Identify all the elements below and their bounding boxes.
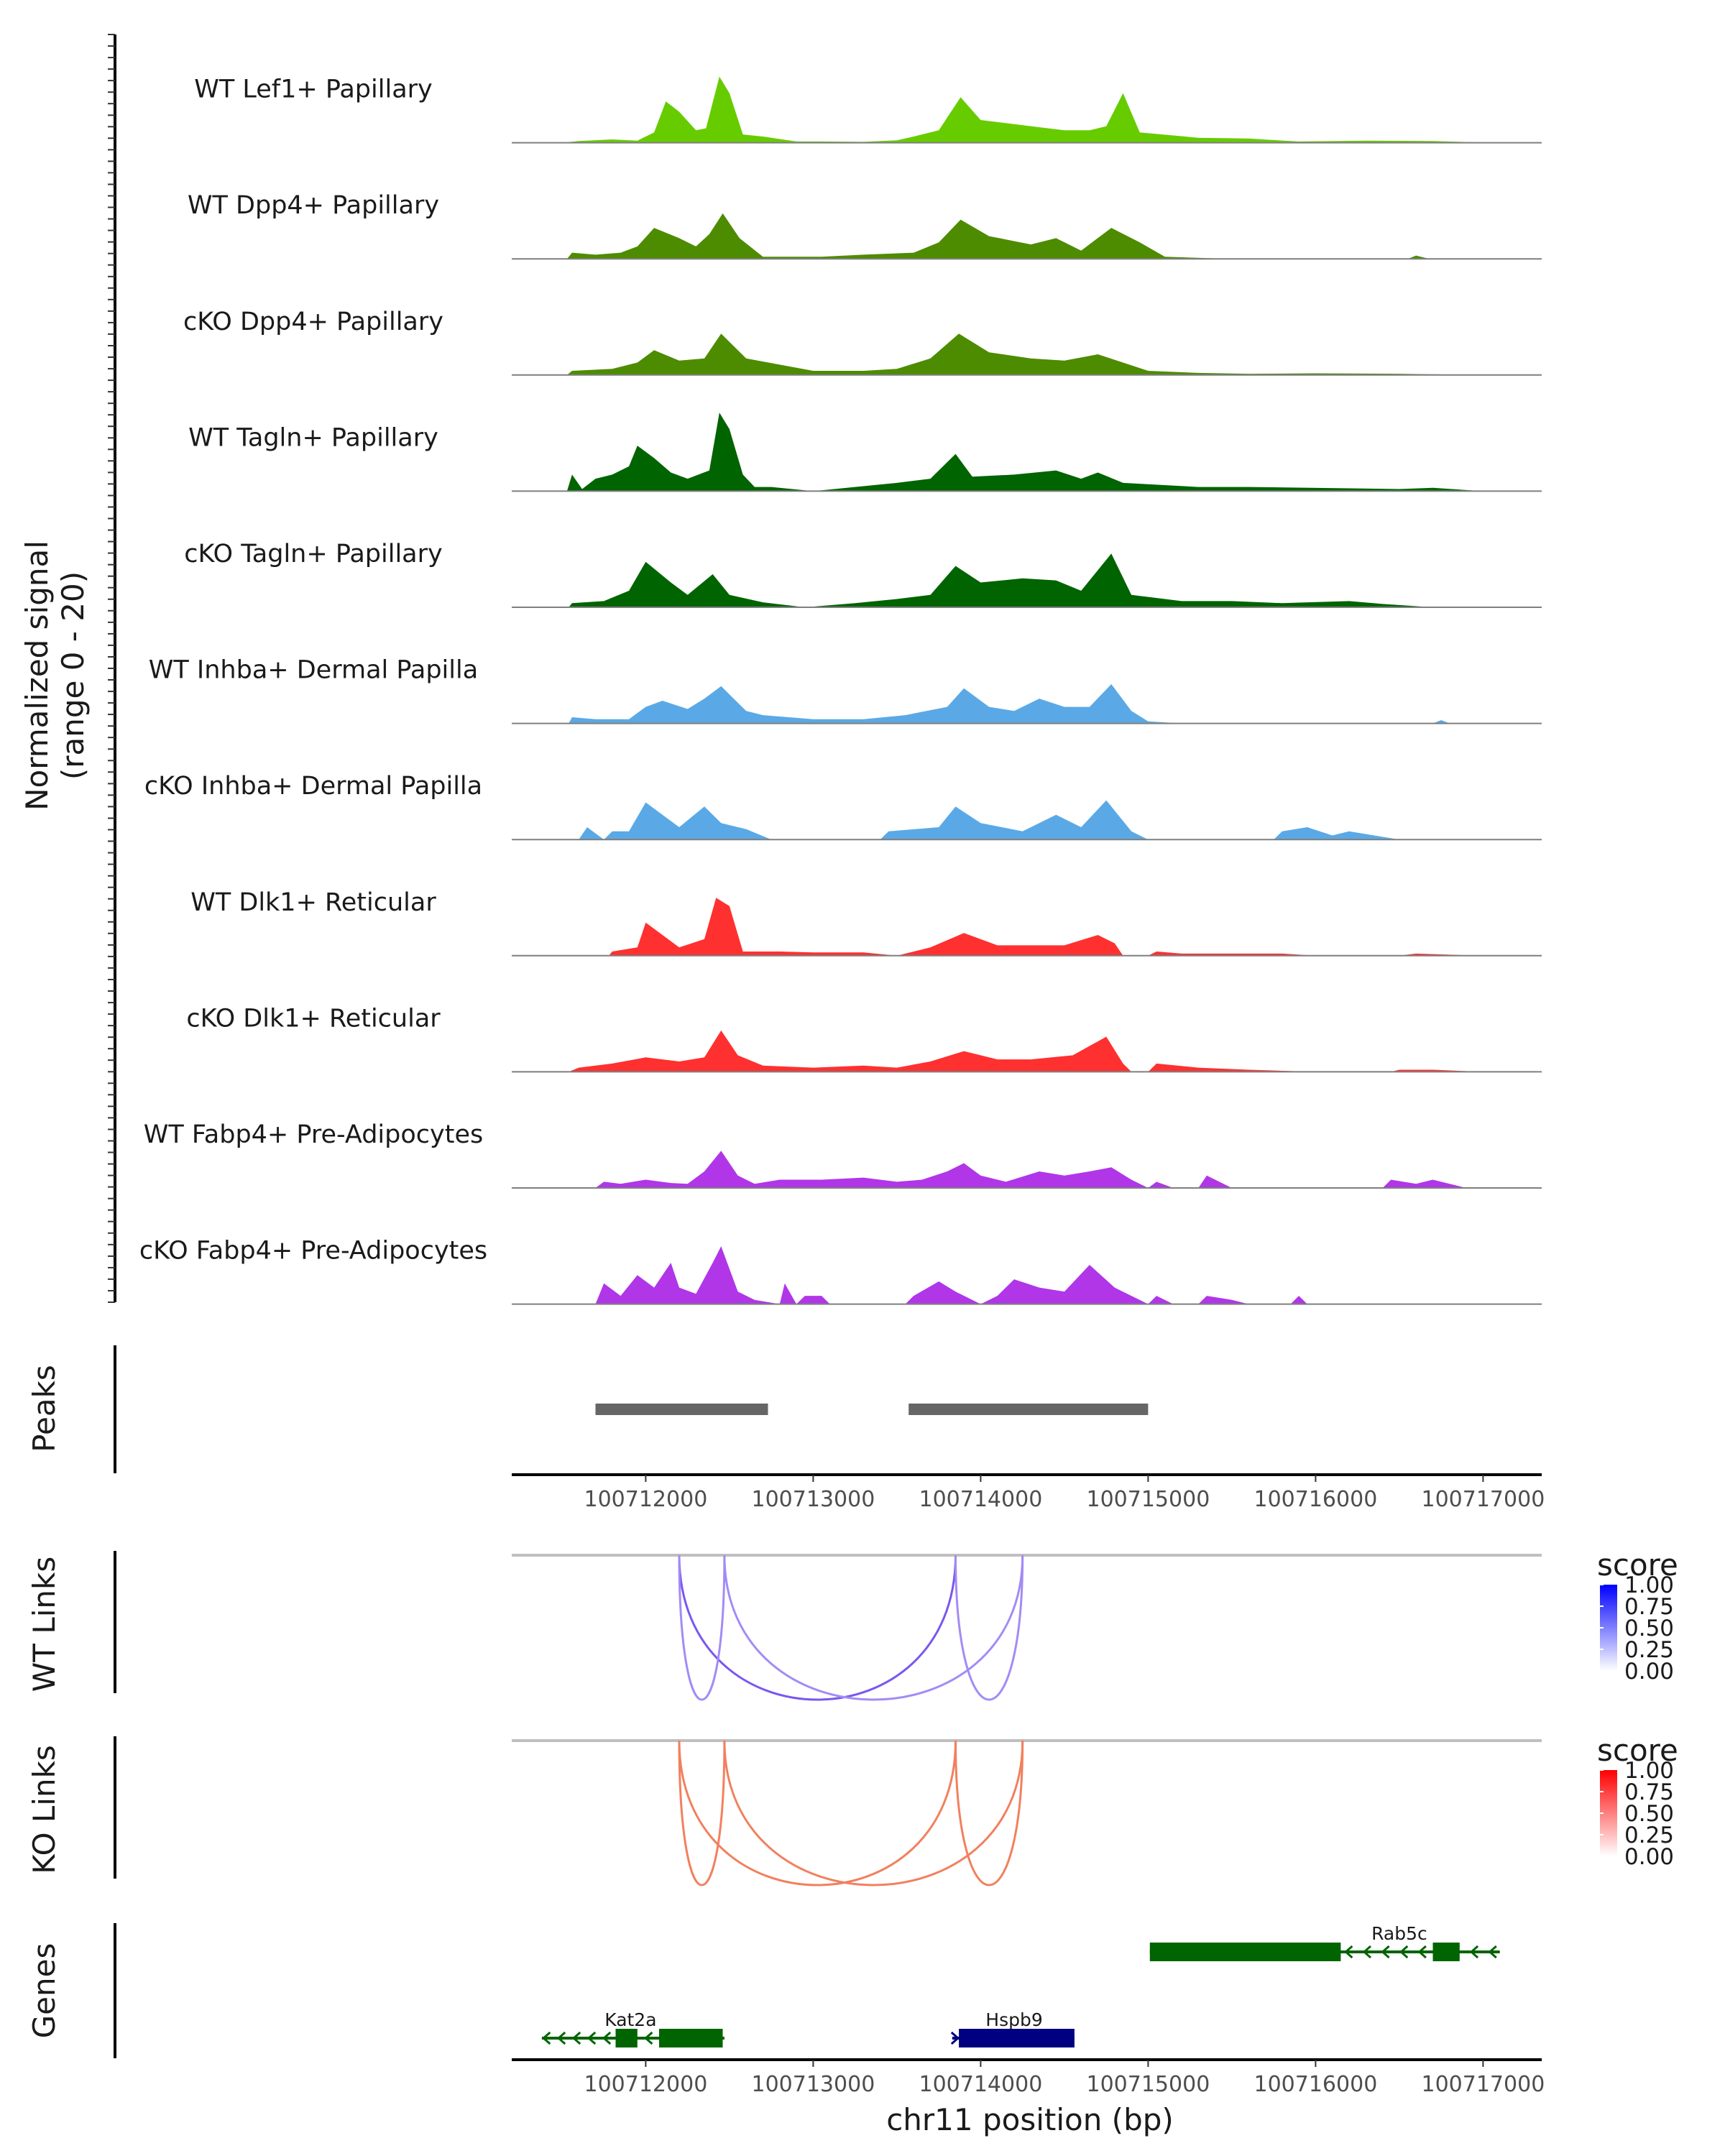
gene-strand-arrow: [571, 2031, 581, 2045]
legend-tick-label: 0.50: [1624, 1801, 1674, 1827]
legend-title: score: [1597, 1547, 1678, 1583]
coverage-area-wt-dlk1-reticular: [609, 898, 1484, 956]
legend-title: score: [1597, 1733, 1678, 1768]
gene-strand-arrow: [950, 2031, 960, 2045]
link-arc: [954, 1740, 1024, 1886]
x-tick-label: 100714000: [919, 2072, 1043, 2097]
track-label-cko-tagln-papillary: cKO Tagln+ Papillary: [184, 540, 443, 568]
coverage-area-wt-tagln-papillary: [566, 413, 1484, 492]
link-arc: [678, 1554, 726, 1701]
gene-label-kat2a: Kat2a: [604, 2009, 656, 2030]
track-label-wt-inhba-dermal-papilla: WT Inhba+ Dermal Papilla: [149, 656, 478, 685]
legend-tick-label: 1.00: [1624, 1572, 1674, 1598]
legend-tick-label: 0.00: [1624, 1659, 1674, 1685]
x-tick-label: 100715000: [1087, 2072, 1210, 2097]
coverage-area-cko-dpp4-papillary: [566, 333, 1484, 375]
x-tick-label: 100713000: [752, 2072, 875, 2097]
track-label-cko-dlk1-reticular: cKO Dlk1+ Reticular: [186, 1004, 441, 1033]
gene-strand-arrow: [1488, 1945, 1497, 1959]
genes-track: Genes Rab5c Kat2a Hspb9: [27, 1923, 1500, 2058]
x-tick-label: 100716000: [1254, 2072, 1378, 2097]
track-label-wt-dpp4-papillary: WT Dpp4+ Papillary: [188, 191, 439, 220]
link-arc: [678, 1554, 957, 1701]
legend-tick-label: 0.50: [1624, 1616, 1674, 1641]
peak-region: [908, 1404, 1149, 1415]
legend-tick-label: 1.00: [1624, 1758, 1674, 1784]
gene-strand-arrow: [1362, 1945, 1371, 1959]
track-label-wt-fabp4-pre-adipocytes: WT Fabp4+ Pre-Adipocytes: [144, 1120, 483, 1149]
y-axis-title: Normalized signal: [19, 540, 55, 811]
coverage-area-cko-tagln-papillary: [569, 553, 1433, 607]
gene-strand-arrow: [1344, 1945, 1353, 1959]
gene-strand-arrow: [1417, 1945, 1427, 1959]
gene-label-rab5c: Rab5c: [1371, 1923, 1427, 1944]
coverage-tracks: WT Lef1+ Papillary WT Dpp4+ Papillary cKO …: [139, 75, 1542, 1305]
gene-strand-arrow: [644, 2031, 653, 2045]
track-label-wt-tagln-papillary: WT Tagln+ Papillary: [188, 423, 438, 452]
track-label-cko-inhba-dermal-papilla: cKO Inhba+ Dermal Papilla: [144, 772, 482, 801]
gene-label-hspb9: Hspb9: [985, 2009, 1042, 2030]
links-track-label: WT Links: [27, 1557, 62, 1692]
gene-exon-kat2a: [615, 2029, 638, 2047]
links-track-label: KO Links: [27, 1745, 62, 1874]
gene-exon-hspb9: [959, 2029, 1075, 2047]
coverage-area-cko-dlk1-reticular: [569, 1030, 1484, 1072]
coverage-area-wt-lef1-papillary: [561, 76, 1492, 143]
x-tick-label: 100717000: [1422, 1487, 1545, 1512]
gene-strand-arrow: [602, 2031, 612, 2045]
x-tick-label: 100717000: [1422, 2072, 1545, 2097]
legend-tick-label: 0.25: [1624, 1637, 1674, 1663]
legend-tick-label: 0.00: [1624, 1844, 1674, 1870]
link-arc: [678, 1740, 957, 1886]
legend-tick-label: 0.25: [1624, 1823, 1674, 1848]
x-axis-bottom: 100712000 100713000 100714000 100715000 1007…: [512, 2058, 1545, 2097]
track-label-cko-fabp4-pre-adipocytes: cKO Fabp4+ Pre-Adipocytes: [139, 1237, 487, 1266]
x-axis-middle: 100712000 100713000 100714000 100715000 1007…: [512, 1473, 1545, 1512]
coverage-area-wt-fabp4-pre-adipocytes: [595, 1151, 1467, 1188]
legend-tick-label: 0.75: [1624, 1594, 1674, 1620]
peaks-track: Peaks: [27, 1345, 1149, 1473]
genes-track-label: Genes: [27, 1943, 62, 2039]
gene-exon-rab5c: [1432, 1943, 1460, 1961]
track-label-wt-lef1-papillary: WT Lef1+ Papillary: [194, 75, 433, 104]
gene-exon-kat2a: [659, 2029, 723, 2047]
track-label-cko-dpp4-papillary: cKO Dpp4+ Papillary: [183, 308, 443, 336]
coverage-area-wt-dpp4-papillary: [566, 213, 1430, 259]
gene-strand-arrow: [586, 2031, 597, 2045]
x-axis-title: chr11 position (bp): [886, 2102, 1174, 2137]
peak-region: [595, 1404, 768, 1415]
x-tick-label: 100715000: [1087, 1487, 1210, 1512]
peaks-track-label: Peaks: [27, 1365, 62, 1452]
x-tick-label: 100713000: [752, 1487, 875, 1512]
gene-strand-arrow: [542, 2031, 551, 2045]
gene-strand-arrow: [1381, 1945, 1390, 1959]
x-tick-label: 100712000: [584, 1487, 708, 1512]
coverage-area-cko-inhba-dermal-papilla: [579, 800, 1484, 840]
coverage-y-axis: [108, 34, 116, 1303]
track-label-wt-dlk1-reticular: WT Dlk1+ Reticular: [190, 888, 436, 917]
y-axis-range: (range 0 - 20): [55, 571, 91, 780]
gene-strand-arrow: [1469, 1945, 1479, 1959]
x-tick-label: 100712000: [584, 2072, 708, 2097]
coverage-area-cko-fabp4-pre-adipocytes: [595, 1246, 1307, 1304]
gene-exon-rab5c: [1149, 1943, 1341, 1961]
link-arc: [723, 1740, 1024, 1886]
coverage-area-wt-inhba-dermal-papilla: [569, 684, 1450, 724]
x-tick-label: 100716000: [1254, 1487, 1378, 1512]
gene-strand-arrow: [556, 2031, 566, 2045]
link-arc: [723, 1554, 1024, 1701]
link-arc: [954, 1554, 1024, 1701]
legend-tick-label: 0.75: [1624, 1779, 1674, 1805]
link-arc: [678, 1740, 726, 1886]
gene-strand-arrow: [1399, 1945, 1409, 1959]
x-tick-label: 100714000: [919, 1487, 1043, 1512]
